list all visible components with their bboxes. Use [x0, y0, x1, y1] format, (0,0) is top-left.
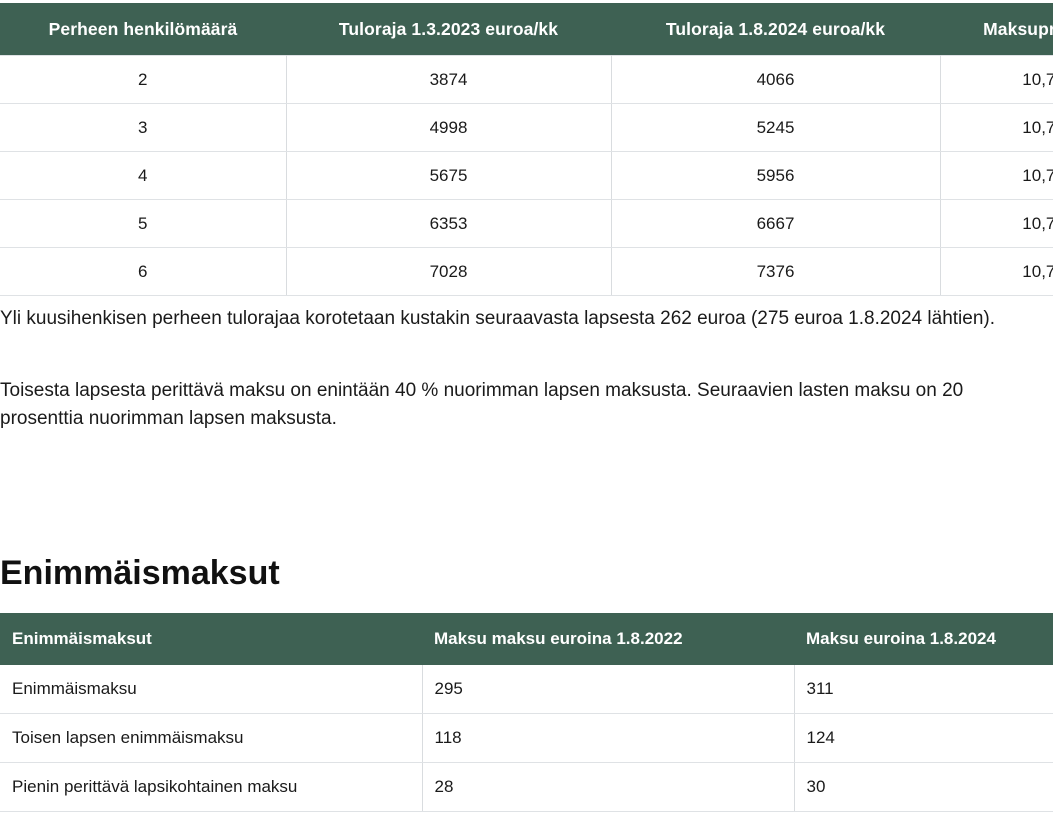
cell-family-size: 3 — [0, 103, 287, 152]
income-header-family-size: Perheen henkilömäärä — [0, 3, 286, 56]
cell-limit-2024: 5956 — [611, 151, 941, 200]
max-fees-header-fee-2024: Maksu euroina 1.8.2024 — [794, 613, 1053, 665]
cell-fee-2022: 28 — [422, 762, 795, 812]
table-row: 2 3874 4066 10,7 % — [0, 55, 1053, 104]
income-limits-table: Perheen henkilömäärä Tuloraja 1.3.2023 e… — [0, 3, 1053, 296]
cell-percent: 10,7 % — [940, 199, 1053, 248]
max-fees-table: Enimmäismaksut Maksu maksu euroina 1.8.2… — [0, 613, 1053, 812]
table-row: Toisen lapsen enimmäismaksu 118 124 — [0, 713, 1053, 763]
page-title-enimmaismaksut: Enimmäismaksut — [0, 554, 280, 592]
cell-family-size: 4 — [0, 151, 287, 200]
cell-limit-2024: 7376 — [611, 247, 941, 296]
income-header-percent: Maksuprosentti — [940, 3, 1053, 56]
cell-fee-label: Toisen lapsen enimmäismaksu — [0, 713, 423, 763]
cell-limit-2023: 6353 — [286, 199, 612, 248]
table-row: 5 6353 6667 10,7 % — [0, 199, 1053, 248]
max-fees-header-fee-2022: Maksu maksu euroina 1.8.2022 — [422, 613, 794, 665]
cell-limit-2024: 6667 — [611, 199, 941, 248]
cell-percent: 10,7 % — [940, 55, 1053, 104]
table-row: 6 7028 7376 10,7 % — [0, 247, 1053, 296]
income-header-limit-2024: Tuloraja 1.8.2024 euroa/kk — [611, 3, 940, 56]
max-fees-header-row: Enimmäismaksut Maksu maksu euroina 1.8.2… — [0, 613, 1053, 665]
cell-limit-2024: 4066 — [611, 55, 941, 104]
table-row: Pienin perittävä lapsikohtainen maksu 28… — [0, 762, 1053, 812]
cell-limit-2023: 3874 — [286, 55, 612, 104]
income-header-limit-2023: Tuloraja 1.3.2023 euroa/kk — [286, 3, 611, 56]
cell-fee-label: Pienin perittävä lapsikohtainen maksu — [0, 762, 423, 812]
cell-fee-2022: 118 — [422, 713, 795, 763]
cell-fee-2022: 295 — [422, 665, 795, 714]
max-fees-header-label: Enimmäismaksut — [0, 613, 422, 665]
cell-fee-label: Enimmäismaksu — [0, 665, 423, 714]
cell-limit-2023: 4998 — [286, 103, 612, 152]
cell-fee-2024: 311 — [794, 665, 1053, 714]
max-fees-table-body: Enimmäismaksu 295 311 Toisen lapsen enim… — [0, 665, 1053, 812]
cell-family-size: 2 — [0, 55, 287, 104]
cell-fee-2024: 30 — [794, 762, 1053, 812]
cell-percent: 10,7 % — [940, 247, 1053, 296]
cell-fee-2024: 124 — [794, 713, 1053, 763]
cell-limit-2023: 7028 — [286, 247, 612, 296]
cell-family-size: 6 — [0, 247, 287, 296]
income-table-head: Perheen henkilömäärä Tuloraja 1.3.2023 e… — [0, 3, 1053, 56]
paragraph-sibling-discount: Toisesta lapsesta perittävä maksu on eni… — [0, 380, 964, 429]
cell-percent: 10,7 % — [940, 103, 1053, 152]
max-fees-table-head: Enimmäismaksut Maksu maksu euroina 1.8.2… — [0, 613, 1053, 665]
table-row: 3 4998 5245 10,7 % — [0, 103, 1053, 152]
cell-percent: 10,7 % — [940, 151, 1053, 200]
table-row: 4 5675 5956 10,7 % — [0, 151, 1053, 200]
cell-limit-2023: 5675 — [286, 151, 612, 200]
cell-limit-2024: 5245 — [611, 103, 941, 152]
table-row: Enimmäismaksu 295 311 — [0, 665, 1053, 714]
paragraph-income-limit-increase: Yli kuusihenkisen perheen tulorajaa koro… — [0, 308, 995, 329]
max-fees-table-container: Enimmäismaksut Maksu maksu euroina 1.8.2… — [0, 613, 1053, 812]
income-table-header-row: Perheen henkilömäärä Tuloraja 1.3.2023 e… — [0, 3, 1053, 56]
cell-family-size: 5 — [0, 199, 287, 248]
income-table-body: 2 3874 4066 10,7 % 3 4998 5245 10,7 % 4 … — [0, 55, 1053, 296]
